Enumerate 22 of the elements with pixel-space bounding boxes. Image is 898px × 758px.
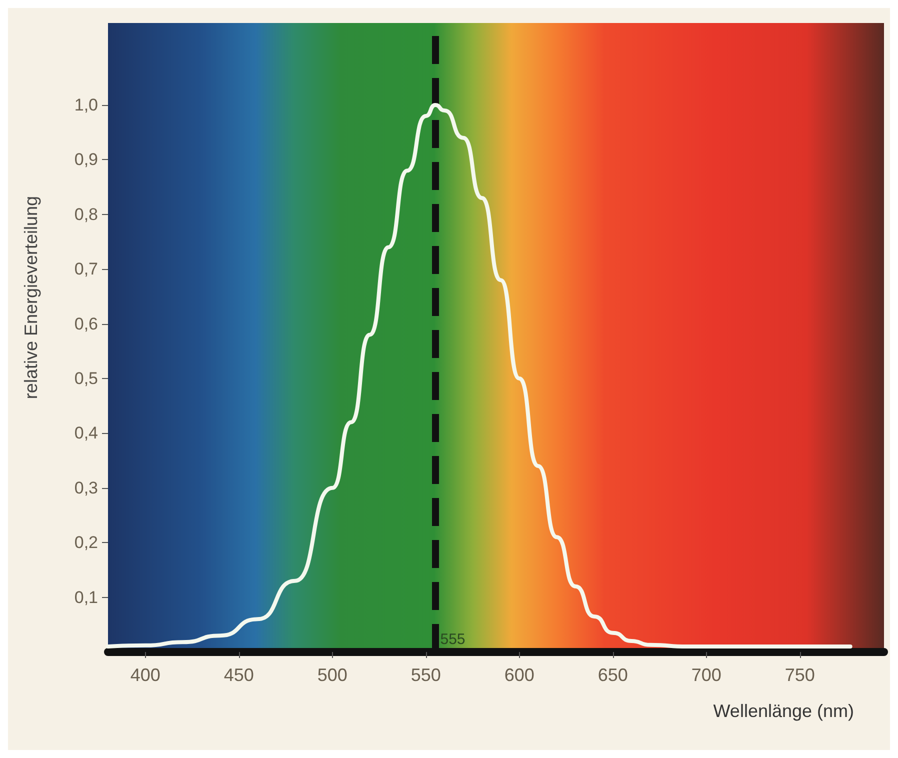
x-tick-label: 400 [130, 665, 160, 685]
x-tick-label: 650 [598, 665, 628, 685]
y-tick-label: 0,5 [74, 369, 98, 388]
y-tick-label: 0,2 [74, 533, 98, 552]
y-tick-label: 0,7 [74, 260, 98, 279]
y-tick-label: 0,4 [74, 424, 98, 443]
y-tick-label: 1,0 [74, 96, 98, 115]
y-tick-label: 0,8 [74, 204, 98, 224]
x-tick-label: 750 [784, 665, 815, 685]
x-tick-label: 550 [410, 665, 441, 685]
x-tick-label: 700 [691, 665, 722, 685]
y-axis-title: relative Energieverteilung [21, 196, 41, 400]
y-tick-label: 0,9 [74, 150, 98, 170]
y-tick-label: 0,1 [74, 588, 98, 607]
x-tick-label: 600 [504, 665, 534, 685]
x-tick-label: 450 [224, 665, 254, 685]
ref-line-label: 555 [440, 631, 466, 648]
x-tick-label: 500 [317, 665, 348, 685]
y-tick-label: 0,3 [74, 478, 98, 498]
x-axis-title: Wellenlänge (nm) [713, 701, 854, 721]
line-series [106, 103, 852, 649]
y-tick-label: 0,6 [74, 314, 98, 334]
